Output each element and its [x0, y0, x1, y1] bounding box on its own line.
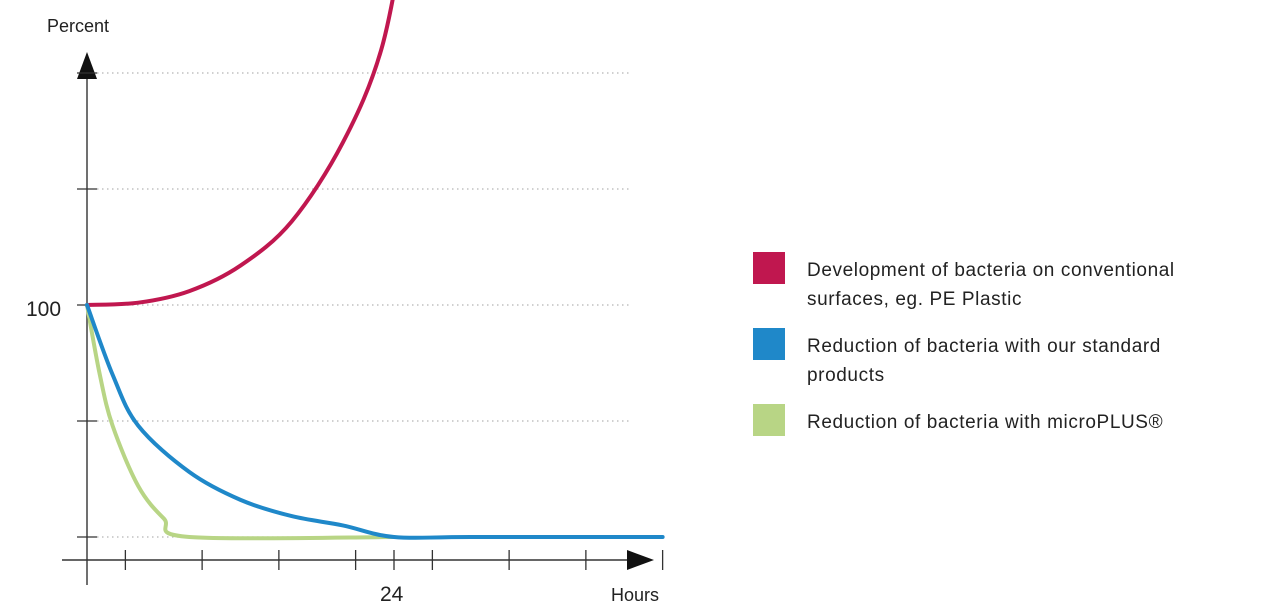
legend: Development of bacteria on conventional … — [753, 252, 1253, 451]
series-line-conventional — [85, 0, 395, 307]
axes — [62, 52, 654, 585]
axis-ticks — [77, 72, 664, 570]
legend-item-standard: Reduction of bacteria with our standard … — [753, 328, 1253, 390]
legend-swatch-microplus — [753, 404, 785, 436]
x-tick-label-24: 24 — [380, 583, 404, 606]
y-tick-label-100: 100 — [26, 298, 61, 321]
legend-label-standard: Reduction of bacteria with our standard … — [807, 336, 1161, 386]
grid-lines — [97, 72, 632, 538]
series-line-microplus — [85, 303, 396, 541]
legend-swatch-standard — [753, 328, 785, 360]
x-axis-arrow-icon — [627, 550, 654, 570]
x-axis-title: Hours — [611, 585, 659, 605]
legend-item-conventional: Development of bacteria on conventional … — [753, 252, 1253, 314]
y-axis-title: Percent — [47, 16, 109, 36]
legend-label-conventional: Development of bacteria on conventional … — [807, 260, 1175, 310]
legend-label-microplus: Reduction of bacteria with microPLUS® — [807, 412, 1164, 433]
legend-swatch-conventional — [753, 252, 785, 284]
series-line-standard — [85, 303, 665, 540]
series-lines — [85, 0, 665, 541]
y-axis-arrow-icon — [77, 52, 97, 79]
legend-item-microplus: Reduction of bacteria with microPLUS® — [753, 404, 1253, 437]
